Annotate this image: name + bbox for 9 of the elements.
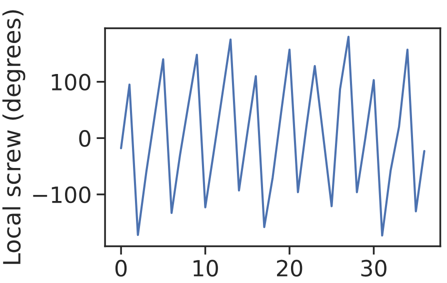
x-tick-label: 30	[361, 260, 386, 277]
y-tick-label: −100	[33, 186, 90, 204]
x-tick-label: 10	[194, 260, 218, 277]
y-tick-label: 0	[79, 130, 90, 147]
line-series	[120, 36, 426, 237]
y-axis-title: Local screw (degrees)	[2, 10, 26, 264]
x-tick-label: 20	[277, 260, 302, 277]
y-tick-label: 100	[52, 74, 90, 91]
x-tick-label: 0	[115, 260, 127, 277]
